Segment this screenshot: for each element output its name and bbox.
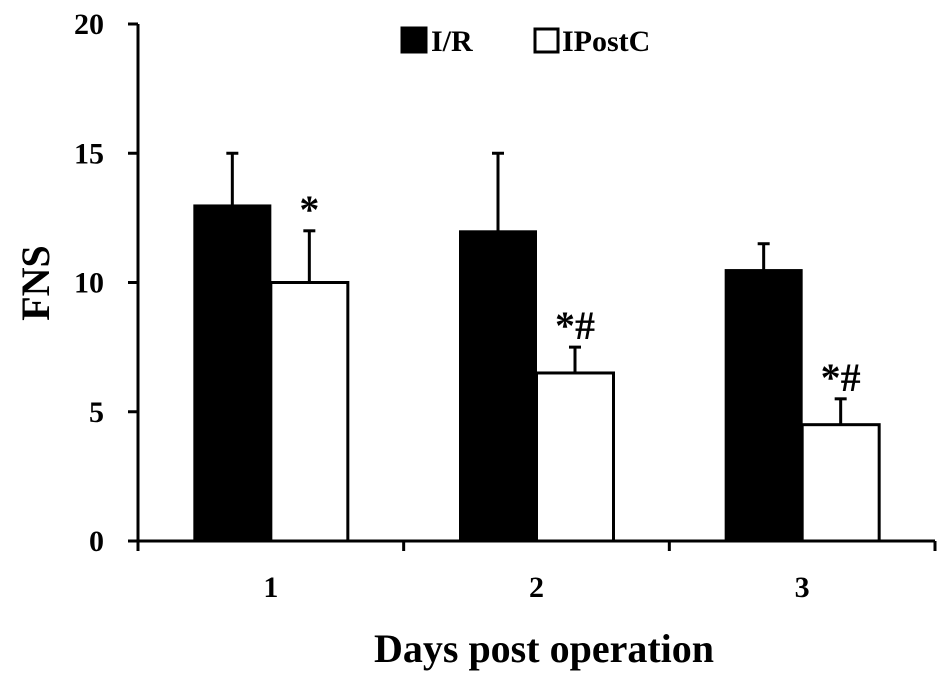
- plot-area: * *# *#: [193, 151, 881, 543]
- bar-ipostc-day-1: [269, 281, 350, 543]
- bar-i-r-day-1: [193, 204, 272, 542]
- bar-i-r-day-2: [459, 230, 537, 542]
- legend-swatch-i-r: [400, 26, 428, 54]
- x-tick-label: 2: [529, 571, 544, 604]
- x-axis-title: Days post operation: [374, 626, 714, 671]
- legend-swatch-ipostc: [533, 27, 560, 54]
- y-axis-title: FNS: [13, 245, 58, 321]
- y-tick-label: 0: [89, 525, 104, 558]
- significance-marker: *: [299, 187, 319, 232]
- significance-marker: *#: [821, 355, 861, 400]
- significance-marker: *#: [555, 303, 595, 348]
- bar-ipostc-day-2: [535, 371, 615, 543]
- y-tick-label: 5: [89, 396, 104, 429]
- y-tick-label: 15: [74, 137, 104, 170]
- bar-i-r-day-3: [724, 269, 803, 542]
- y-tick-label: 20: [74, 8, 104, 41]
- y-tick-label: 10: [74, 267, 104, 300]
- legend-label-ipostc: IPostC: [562, 25, 650, 58]
- bar-ipostc-day-3: [800, 423, 881, 543]
- legend: I/R IPostC: [400, 25, 650, 58]
- x-tick-label: 1: [263, 571, 278, 604]
- x-tick-label: 3: [795, 571, 810, 604]
- legend-label-i-r: I/R: [431, 25, 473, 58]
- axes: 0 5 10 15 20 1 2 3: [74, 8, 937, 604]
